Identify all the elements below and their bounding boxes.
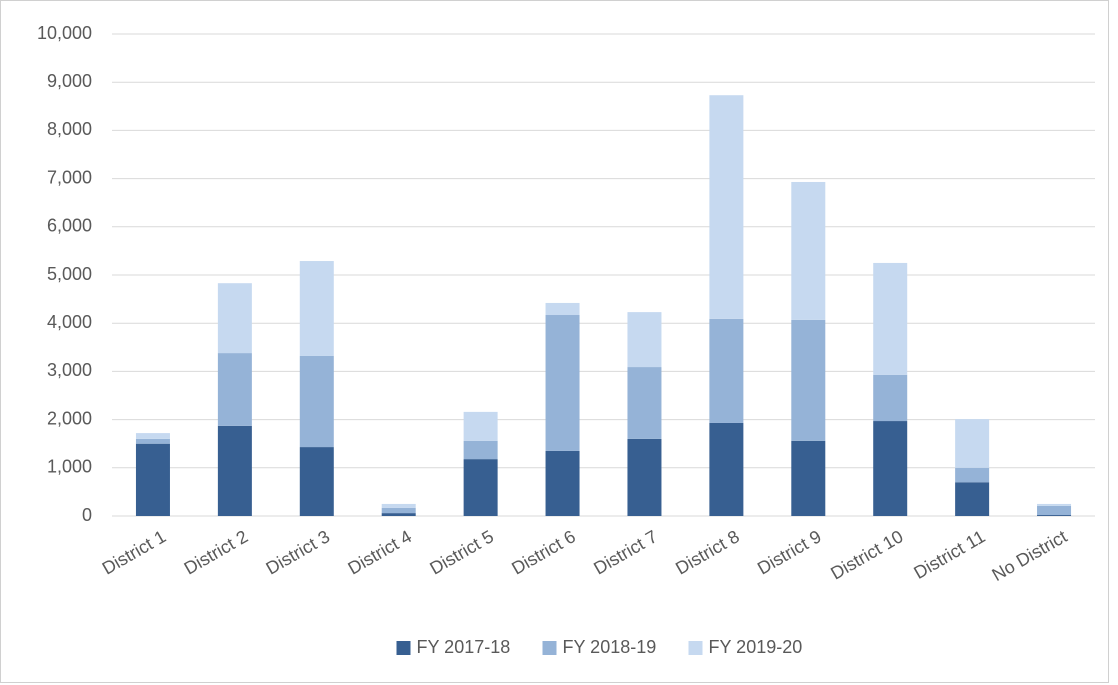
bar-segment [1037,505,1072,516]
y-tick-label: 10,000 [37,23,92,43]
legend-swatch [542,641,557,655]
y-tick-label: 6,000 [47,216,92,236]
bar-segment [709,318,744,423]
bar-segment [217,283,252,354]
bar-segment [627,312,662,368]
y-tick-label: 7,000 [47,167,92,187]
bar-segment [955,482,990,516]
bar-segment [791,181,826,320]
y-tick-label: 2,000 [47,408,92,428]
bar-segment [545,315,580,451]
bar-segment [791,440,826,516]
bar-segment [463,459,498,516]
y-tick-label: 9,000 [47,71,92,91]
bar-segment [381,513,416,516]
bar-segment [709,95,744,319]
bar-segment [873,262,908,375]
y-tick-label: 1,000 [47,457,92,477]
y-tick-label: 8,000 [47,119,92,139]
bar-segment [381,507,416,514]
legend-label: FY 2017-18 [417,637,511,657]
bar-segment [545,450,580,516]
bar-segment [709,422,744,516]
bar-segment [545,302,580,316]
legend-swatch [688,641,703,655]
bar-segment [381,503,416,508]
bar-segment [299,355,334,448]
y-tick-label: 4,000 [47,312,92,332]
bar-segment [299,447,334,516]
y-tick-label: 0 [82,505,92,525]
bar-segment [463,440,498,460]
bar-segment [627,367,662,439]
y-tick-label: 5,000 [47,264,92,284]
bar-segment [217,353,252,426]
bar-segment [463,411,498,441]
bar-segment [1037,503,1072,506]
bar-segment [873,421,908,516]
legend-label: FY 2018-19 [563,637,657,657]
bar-segment [873,374,908,422]
bar-segment [135,433,170,439]
bar-segment [299,261,334,356]
bar-segment [791,319,826,441]
bar-segment [627,438,662,516]
bar-segment [955,419,990,468]
legend-label: FY 2019-20 [709,637,803,657]
bar-segment [135,443,170,516]
bar-segment [955,467,990,483]
y-tick-label: 3,000 [47,360,92,380]
bar-segment [135,438,170,444]
legend-swatch [396,641,411,655]
bar-segment [1037,515,1072,516]
bar-segment [217,425,252,516]
